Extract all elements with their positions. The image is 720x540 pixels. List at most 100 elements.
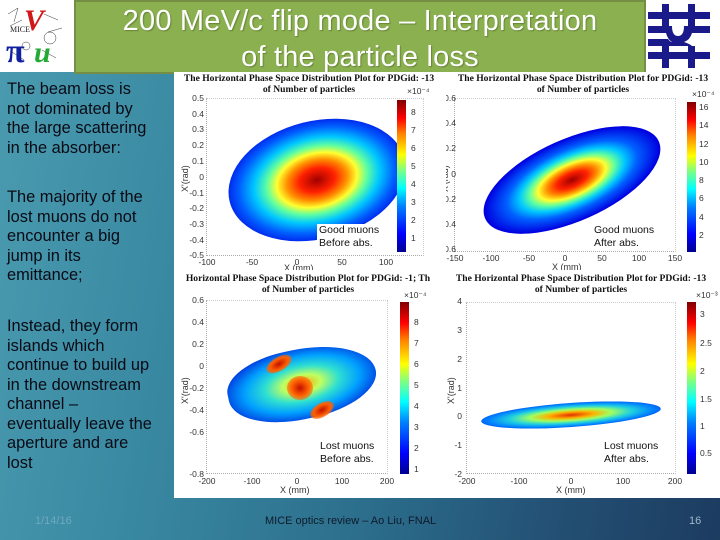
y-tick: -0.1 <box>189 188 204 198</box>
colorbar-tick: 12 <box>699 139 709 149</box>
y-tick: -0.2 <box>446 194 456 204</box>
text-line: jump in its <box>7 246 81 265</box>
colorbar-tick: 2 <box>414 443 419 453</box>
plot-annotation: Good muons After abs. <box>592 224 657 250</box>
x-tick: 150 <box>667 253 683 263</box>
plot-subtitle: of Number of particles <box>536 84 630 95</box>
colorbar-tick: 0.5 <box>700 448 712 458</box>
page-number: 16 <box>689 515 702 527</box>
plot-subtitle: of Number of particles <box>261 284 355 295</box>
x-tick: 200 <box>379 476 395 486</box>
colorbar-tick: 2 <box>700 366 705 376</box>
y-tick: 0.2 <box>192 339 204 349</box>
text-line: not dominated by <box>7 99 133 118</box>
y-tick: -0.5 <box>189 250 204 260</box>
colorbar-tick: 8 <box>411 107 416 117</box>
y-tick: -0.4 <box>189 405 204 415</box>
plot-axes <box>454 98 676 257</box>
text-line: in the downstream <box>7 375 141 394</box>
x-tick: -150 <box>446 253 464 263</box>
colorbar-tick: 14 <box>699 120 709 130</box>
text-line: emittance; <box>7 266 83 284</box>
text-line: the large scattering <box>7 119 147 137</box>
text-line: lost <box>7 453 33 472</box>
text-line: encounter a big <box>7 227 120 245</box>
text-line: islands which <box>7 336 105 355</box>
plot-axes <box>206 300 388 474</box>
y-tick: 0.6 <box>446 93 456 103</box>
y-tick: 0.1 <box>192 156 204 166</box>
x-tick: 200 <box>667 476 683 486</box>
colorbar-tick: 2 <box>411 215 416 225</box>
y-axis-label: X'(rad) <box>446 377 456 404</box>
y-tick: 4 <box>457 296 462 306</box>
y-tick: 0.4 <box>446 118 456 128</box>
text-line: The beam loss is <box>7 80 131 98</box>
y-tick: 0 <box>199 361 204 371</box>
svg-text:π: π <box>6 33 25 70</box>
colorbar-tick: 7 <box>411 125 416 135</box>
y-tick: -0.6 <box>189 427 204 437</box>
x-tick: 100 <box>334 476 350 486</box>
annotation-line: Before abs. <box>320 453 374 465</box>
x-tick: 50 <box>597 253 607 263</box>
colorbar-tick: 1 <box>700 421 705 431</box>
y-tick: 0.2 <box>192 140 204 150</box>
paragraph-beam-loss: The beam loss is not dominated by the la… <box>7 80 146 158</box>
colorbar-tick: 4 <box>414 401 419 411</box>
text-line: Instead, they form <box>7 317 139 335</box>
y-tick: 1 <box>457 383 462 393</box>
x-tick: 0 <box>568 476 574 486</box>
text-line: in the absorber: <box>7 138 121 157</box>
colorbar-tick: 4 <box>411 179 416 189</box>
colorbar-tick: 4 <box>699 212 704 222</box>
plot-good-before: The Horizontal Phase Space Distribution … <box>174 72 444 270</box>
slide-title: 200 MeV/c flip mode – Interpretation of … <box>74 0 646 74</box>
y-axis-label: X'(rad) <box>180 377 190 404</box>
paragraph-islands: Instead, they form islands which continu… <box>7 317 152 473</box>
text-line: lost muons do not <box>7 207 137 226</box>
text-line: The majority of the <box>7 188 143 206</box>
x-tick: -100 <box>482 253 500 263</box>
y-tick: -0.8 <box>189 469 204 479</box>
text-line: aperture and are <box>7 434 129 452</box>
text-line: eventually leave the <box>7 414 152 433</box>
colorbar <box>397 100 406 252</box>
annotation-line: Good muons <box>319 224 380 236</box>
x-axis-label: X (mm) <box>280 485 310 495</box>
colorbar-tick: 1 <box>414 464 419 474</box>
y-tick: 0.4 <box>192 109 204 119</box>
colorbar-tick: 6 <box>411 143 416 153</box>
svg-text:MICE: MICE <box>10 25 30 34</box>
x-tick: -100 <box>198 257 216 267</box>
colorbar-exponent: ×10⁻⁴ <box>407 86 430 96</box>
colorbar <box>687 302 696 474</box>
y-tick: 0 <box>199 172 204 182</box>
x-tick: -100 <box>510 476 528 486</box>
y-tick: 0.2 <box>446 143 456 153</box>
density-hotspot <box>287 376 313 400</box>
colorbar-tick: 1.5 <box>700 394 712 404</box>
x-tick: 100 <box>615 476 631 486</box>
x-tick: 0 <box>294 257 300 267</box>
annotation-line: After abs. <box>594 237 639 249</box>
y-tick: -0.4 <box>189 235 204 245</box>
plot-title: The Horizontal Phase Space Distribution … <box>183 73 435 84</box>
x-tick: 100 <box>378 257 394 267</box>
annotation-line: Good muons <box>594 224 655 236</box>
mice-logo-icon: MICE V π u <box>6 4 63 70</box>
plot-annotation: Lost muons Before abs. <box>318 440 377 466</box>
annotation-line: Lost muons <box>320 440 375 452</box>
y-tick: -0.2 <box>189 203 204 213</box>
colorbar <box>687 102 696 252</box>
colorbar-tick: 2.5 <box>700 338 712 348</box>
colorbar-tick: 3 <box>414 422 419 432</box>
colorbar-tick: 5 <box>411 161 416 171</box>
x-tick: -50 <box>245 257 259 267</box>
y-tick: 2 <box>457 354 462 364</box>
y-tick: 0.3 <box>192 124 204 134</box>
colorbar-tick: 6 <box>414 359 419 369</box>
x-tick: -200 <box>458 476 476 486</box>
colorbar-tick: 8 <box>699 175 704 185</box>
annotation-line: Before abs. <box>319 237 373 249</box>
